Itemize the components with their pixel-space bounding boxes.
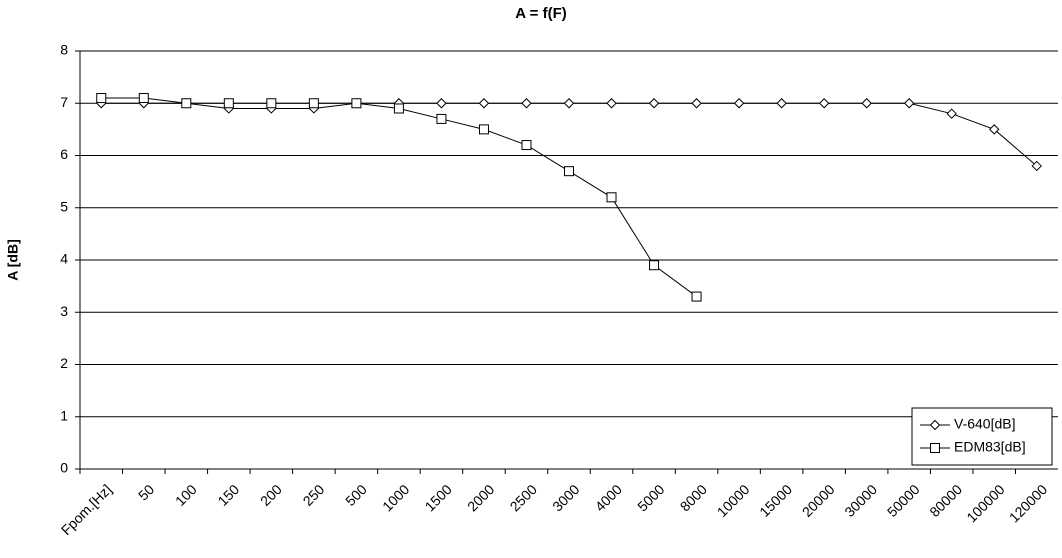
x-tick-label: 200 [257, 481, 285, 509]
data-point [521, 98, 532, 109]
data-point [649, 260, 660, 271]
data-point [393, 103, 404, 114]
x-tick-label: 2000 [464, 481, 497, 514]
data-point [478, 124, 489, 135]
y-tick-label: 4 [60, 251, 68, 267]
data-point [223, 98, 234, 109]
legend-label: V-640[dB] [954, 416, 1016, 432]
x-tick-label: 30000 [841, 481, 880, 520]
y-tick-label: 5 [60, 198, 68, 214]
x-tick-label: 20000 [799, 481, 838, 520]
data-point [818, 98, 830, 109]
data-point [351, 98, 362, 109]
y-tick-label: 1 [60, 407, 68, 423]
x-tick-label: 10000 [714, 481, 753, 520]
x-tick-label: 80000 [926, 481, 965, 520]
legend-label: EDM83[dB] [954, 439, 1026, 455]
x-tick-label: 5000 [634, 481, 667, 514]
legend-marker [930, 443, 940, 453]
data-point [946, 108, 957, 119]
data-point [308, 98, 319, 109]
data-point [436, 98, 447, 109]
data-point [903, 98, 915, 109]
data-point [861, 98, 872, 109]
data-point [776, 98, 787, 109]
x-tick-label: 150 [214, 481, 242, 509]
data-point [181, 98, 192, 109]
data-point [989, 124, 1000, 135]
data-point [266, 98, 277, 109]
y-tick-label: 2 [60, 355, 68, 371]
x-tick-label: 100000 [963, 481, 1007, 525]
data-point [733, 98, 745, 109]
data-point [606, 98, 617, 109]
x-tick-label: 3000 [549, 481, 582, 514]
y-tick-label: 8 [60, 42, 68, 58]
series-line [101, 102, 1038, 167]
data-point [1031, 160, 1042, 172]
chart-title: A = f(F) [515, 5, 567, 22]
x-tick-label: 8000 [677, 481, 710, 514]
x-tick-label: Fpom.[Hz] [58, 481, 115, 538]
x-tick-label: 15000 [756, 481, 795, 520]
data-point [691, 291, 702, 302]
x-tick-label: 2500 [507, 481, 540, 514]
data-point [138, 93, 149, 104]
data-point [436, 113, 447, 124]
x-tick-label: 50 [135, 481, 157, 503]
legend-box [911, 407, 1053, 466]
data-point [691, 98, 702, 109]
x-tick-label: 4000 [592, 481, 625, 514]
x-tick-label: 1500 [422, 481, 455, 514]
y-tick-label: 0 [60, 460, 68, 476]
x-tick-label: 1000 [379, 481, 412, 514]
x-tick-label: 120000 [1006, 481, 1050, 525]
data-point [96, 93, 107, 104]
y-tick-label: 3 [60, 303, 68, 319]
x-tick-label: 100 [172, 481, 200, 509]
data-point [606, 192, 617, 203]
data-point [648, 98, 660, 109]
x-tick-label: 500 [342, 481, 370, 509]
y-axis-label: A [dB] [5, 239, 21, 280]
y-tick-label: 7 [60, 94, 68, 110]
data-point [564, 166, 574, 177]
x-tick-label: 250 [300, 481, 328, 509]
y-tick-label: 6 [60, 146, 68, 162]
legend-marker [929, 419, 941, 431]
data-point [563, 98, 575, 109]
data-point [521, 140, 532, 151]
data-point [478, 98, 490, 109]
x-tick-label: 50000 [884, 481, 923, 520]
